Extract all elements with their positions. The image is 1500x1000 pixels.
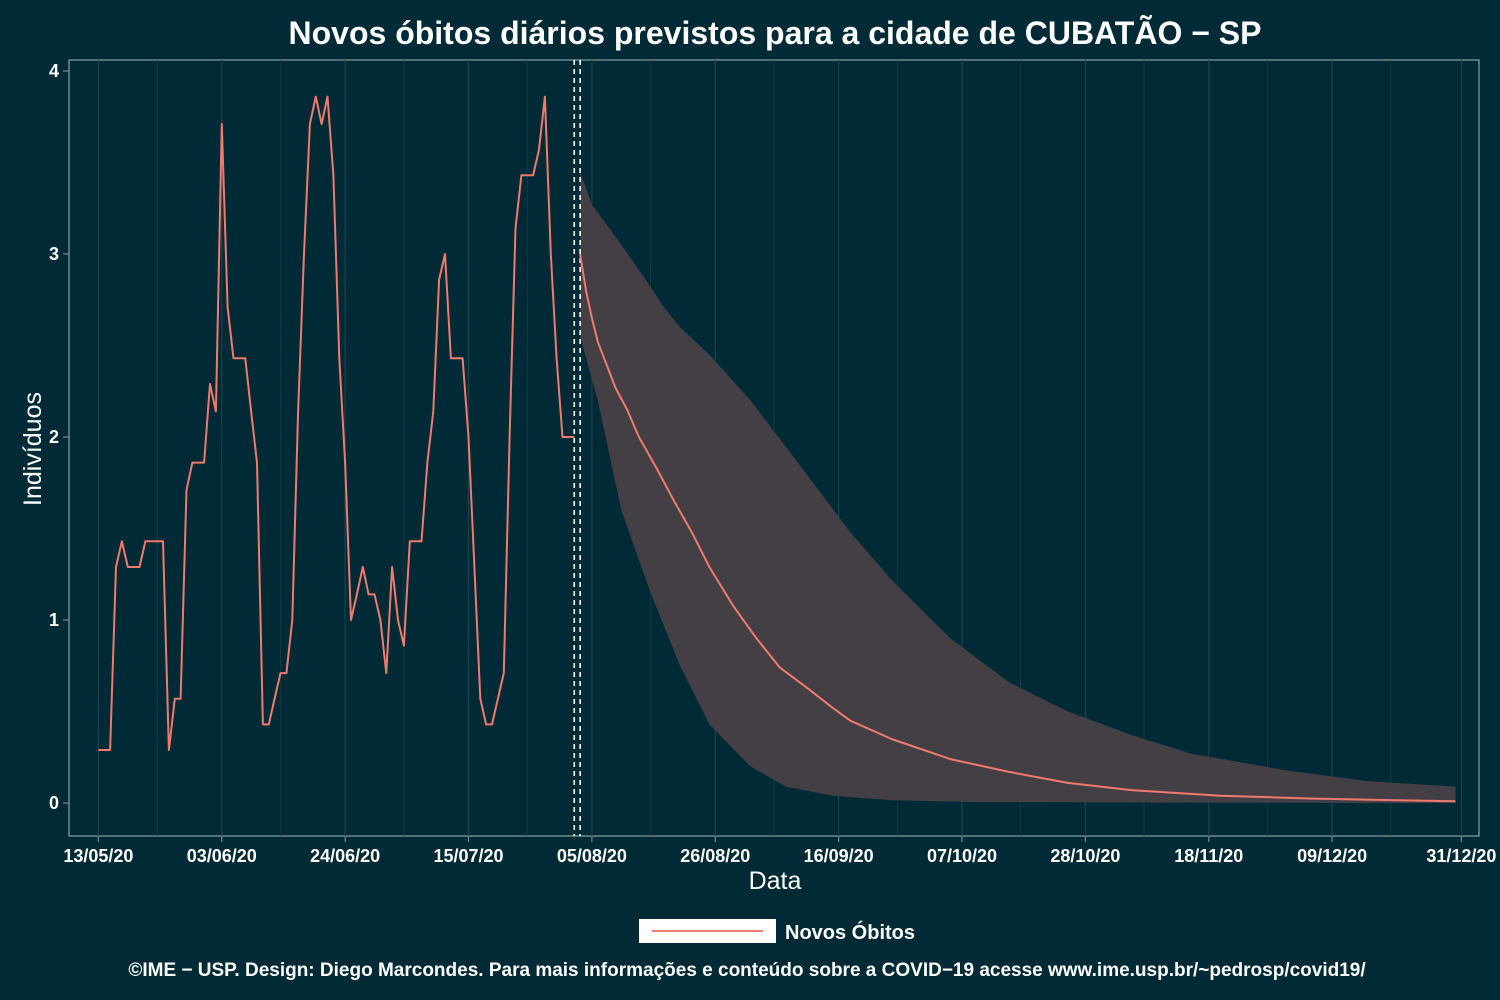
x-tick-label: 15/07/20	[433, 846, 503, 866]
y-tick-label: 1	[49, 610, 59, 630]
x-tick-label: 28/10/20	[1050, 846, 1120, 866]
y-axis-title: Indivíduos	[19, 392, 47, 506]
prediction-interval	[580, 171, 1456, 804]
y-tick-label: 2	[49, 427, 59, 447]
plot-panel	[68, 59, 1480, 837]
x-axis-ticks: 13/05/20 03/06/20 24/06/20 15/07/20 05/08/20…	[63, 836, 1496, 866]
x-tick-label: 16/09/20	[804, 846, 874, 866]
y-tick-label: 0	[49, 793, 59, 813]
x-axis-title: Data	[749, 867, 802, 895]
legend: Novos Óbitos	[639, 919, 915, 944]
x-tick-label: 03/06/20	[187, 846, 257, 866]
x-tick-label: 13/05/20	[63, 846, 133, 866]
series-lines	[98, 95, 1456, 803]
series-line-predicted	[579, 253, 1456, 803]
series-line-observed	[98, 95, 575, 751]
y-tick-label: 4	[49, 61, 59, 81]
forecast-start-lines	[573, 60, 581, 836]
x-tick-label: 18/11/20	[1174, 846, 1243, 866]
x-tick-label: 07/10/20	[927, 846, 997, 866]
x-tick-label: 09/12/20	[1297, 846, 1367, 866]
y-tick-label: 3	[49, 244, 59, 264]
legend-label: Novos Óbitos	[785, 920, 915, 944]
x-tick-label: 24/06/20	[310, 846, 380, 866]
chart-title: Novos óbitos diários previstos para a ci…	[289, 15, 1262, 51]
x-tick-label: 26/08/20	[680, 846, 750, 866]
x-tick-label: 05/08/20	[557, 846, 627, 866]
x-tick-label: 31/12/20	[1426, 846, 1496, 866]
caption: ©IME − USP. Design: Diego Marcondes. Par…	[128, 960, 1366, 981]
y-axis-ticks: 0 1 2 3 4	[49, 61, 69, 813]
prediction-interval-band	[580, 171, 1456, 804]
